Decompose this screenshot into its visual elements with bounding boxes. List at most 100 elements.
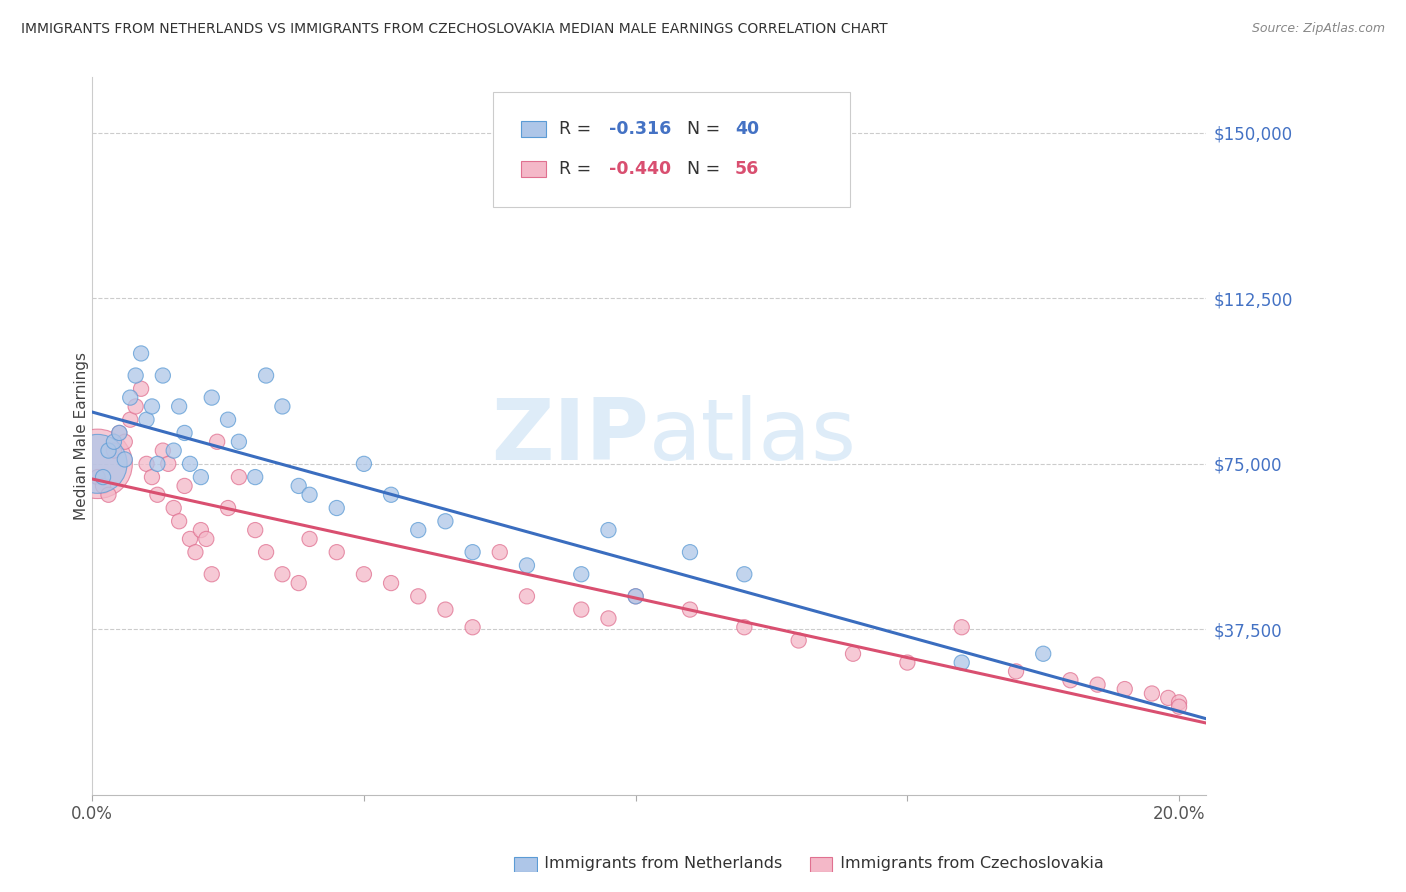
Point bbox=[167, 514, 190, 528]
Point bbox=[842, 647, 865, 661]
Text: -0.440: -0.440 bbox=[609, 161, 671, 178]
Text: N =: N = bbox=[688, 120, 725, 138]
Point bbox=[205, 434, 228, 449]
Text: Immigrants from Czechoslovakia: Immigrants from Czechoslovakia bbox=[830, 856, 1104, 871]
Point bbox=[157, 457, 180, 471]
Point bbox=[86, 457, 108, 471]
Point bbox=[271, 567, 294, 582]
Point bbox=[179, 457, 201, 471]
Point bbox=[97, 488, 120, 502]
Point bbox=[598, 523, 620, 537]
Point bbox=[163, 443, 186, 458]
Point bbox=[135, 457, 157, 471]
Text: 40: 40 bbox=[735, 120, 759, 138]
Point bbox=[173, 425, 195, 440]
Point bbox=[461, 545, 484, 559]
Text: R =: R = bbox=[560, 161, 596, 178]
Text: ZIP: ZIP bbox=[492, 395, 650, 478]
Point bbox=[1140, 686, 1163, 700]
Point bbox=[141, 470, 163, 484]
Point bbox=[950, 620, 973, 634]
Point bbox=[152, 368, 174, 383]
Point bbox=[1087, 678, 1109, 692]
Point bbox=[406, 523, 429, 537]
Point bbox=[461, 620, 484, 634]
Text: 56: 56 bbox=[735, 161, 759, 178]
Point bbox=[950, 656, 973, 670]
Point bbox=[91, 479, 114, 493]
Point bbox=[190, 523, 212, 537]
Point bbox=[103, 443, 125, 458]
Point bbox=[120, 391, 142, 405]
Point bbox=[1157, 690, 1180, 705]
Point bbox=[152, 443, 174, 458]
Text: atlas: atlas bbox=[650, 395, 858, 478]
Point bbox=[298, 488, 321, 502]
Point bbox=[103, 434, 125, 449]
Point bbox=[124, 400, 146, 414]
Point bbox=[624, 590, 647, 604]
Point bbox=[120, 413, 142, 427]
Point bbox=[325, 501, 347, 516]
Point bbox=[569, 602, 592, 616]
Text: -0.316: -0.316 bbox=[609, 120, 671, 138]
Text: R =: R = bbox=[560, 120, 596, 138]
Point bbox=[406, 590, 429, 604]
Point bbox=[516, 590, 538, 604]
FancyBboxPatch shape bbox=[522, 161, 546, 178]
Point bbox=[287, 479, 309, 493]
Point bbox=[254, 368, 277, 383]
Point bbox=[254, 545, 277, 559]
Point bbox=[624, 590, 647, 604]
FancyBboxPatch shape bbox=[522, 121, 546, 137]
Point bbox=[1005, 665, 1028, 679]
Y-axis label: Median Male Earnings: Median Male Earnings bbox=[73, 352, 89, 520]
Point bbox=[201, 567, 224, 582]
Point bbox=[380, 488, 402, 502]
Point bbox=[569, 567, 592, 582]
Point bbox=[135, 413, 157, 427]
Point bbox=[271, 400, 294, 414]
Point bbox=[733, 567, 755, 582]
Point bbox=[287, 576, 309, 591]
Point bbox=[516, 558, 538, 573]
Point bbox=[1032, 647, 1054, 661]
Point bbox=[896, 656, 918, 670]
FancyBboxPatch shape bbox=[515, 857, 537, 871]
Point bbox=[129, 346, 152, 360]
Point bbox=[1059, 673, 1081, 688]
Point bbox=[201, 391, 224, 405]
Point bbox=[86, 457, 108, 471]
Point bbox=[97, 443, 120, 458]
Text: Immigrants from Netherlands: Immigrants from Netherlands bbox=[534, 856, 783, 871]
Point bbox=[1168, 695, 1191, 709]
Text: Source: ZipAtlas.com: Source: ZipAtlas.com bbox=[1251, 22, 1385, 36]
Point bbox=[434, 602, 457, 616]
Point bbox=[141, 400, 163, 414]
Point bbox=[173, 479, 195, 493]
Text: IMMIGRANTS FROM NETHERLANDS VS IMMIGRANTS FROM CZECHOSLOVAKIA MEDIAN MALE EARNIN: IMMIGRANTS FROM NETHERLANDS VS IMMIGRANT… bbox=[21, 22, 887, 37]
Point bbox=[598, 611, 620, 625]
FancyBboxPatch shape bbox=[810, 857, 832, 871]
Point bbox=[353, 457, 375, 471]
Point bbox=[108, 425, 131, 440]
Point bbox=[163, 501, 186, 516]
Point bbox=[679, 545, 702, 559]
Point bbox=[108, 425, 131, 440]
Point bbox=[146, 488, 169, 502]
Point bbox=[167, 400, 190, 414]
Point bbox=[245, 470, 267, 484]
FancyBboxPatch shape bbox=[494, 92, 849, 207]
Point bbox=[184, 545, 207, 559]
Text: N =: N = bbox=[688, 161, 725, 178]
Point bbox=[1168, 699, 1191, 714]
Point bbox=[129, 382, 152, 396]
Point bbox=[228, 434, 250, 449]
Point bbox=[217, 413, 239, 427]
Point bbox=[228, 470, 250, 484]
Point bbox=[245, 523, 267, 537]
Point bbox=[787, 633, 810, 648]
Point bbox=[146, 457, 169, 471]
Point bbox=[434, 514, 457, 528]
Point bbox=[1114, 682, 1136, 697]
